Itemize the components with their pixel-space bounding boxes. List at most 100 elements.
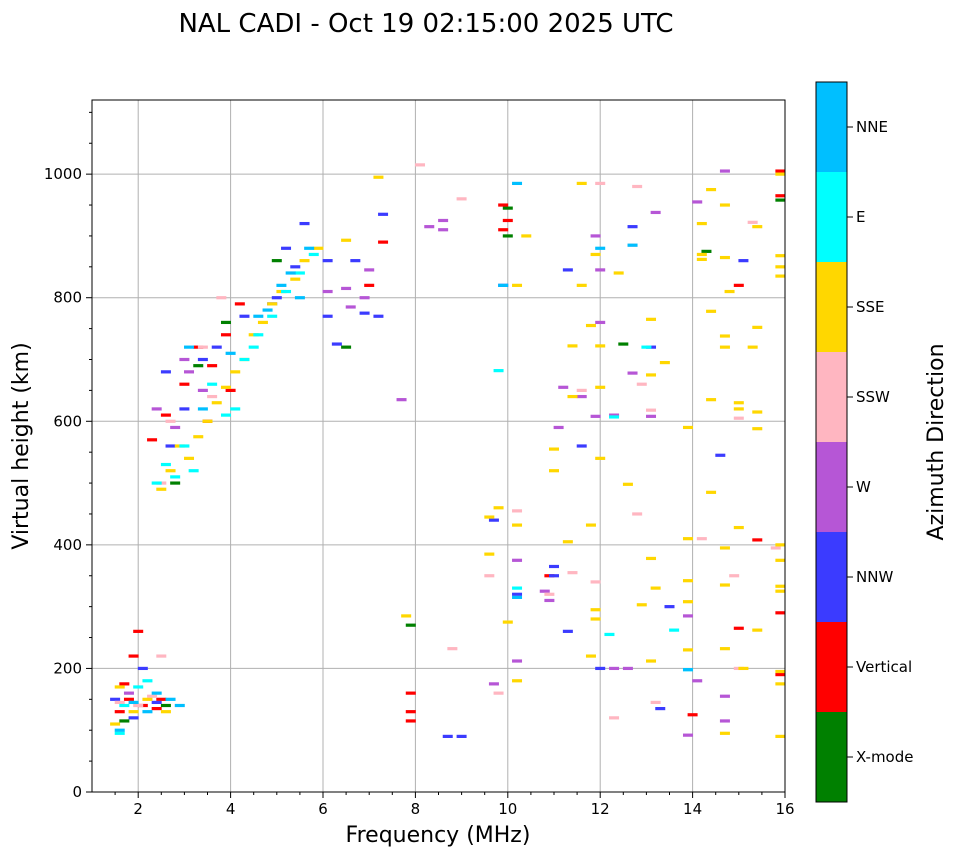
data-point-nne bbox=[253, 314, 264, 318]
data-point-vertical bbox=[123, 697, 134, 701]
data-point-ssw bbox=[609, 716, 620, 720]
data-point-nne bbox=[285, 271, 296, 275]
data-point-nnw bbox=[322, 314, 333, 318]
data-point-e bbox=[151, 481, 162, 485]
data-point-ssw bbox=[456, 197, 467, 201]
data-point-nnw bbox=[160, 370, 171, 374]
data-point-sse bbox=[202, 419, 213, 423]
y-tick-label: 0 bbox=[72, 783, 82, 801]
data-point-sse bbox=[775, 543, 786, 547]
data-point-vertical bbox=[687, 713, 698, 717]
data-point-sse bbox=[512, 523, 523, 527]
data-point-x-mode bbox=[775, 198, 786, 202]
data-point-e bbox=[604, 632, 615, 637]
colorbar-segment bbox=[816, 532, 847, 622]
data-point-x-mode bbox=[502, 234, 513, 238]
data-point-w bbox=[396, 398, 407, 402]
data-point-vertical bbox=[405, 710, 416, 714]
data-point-sse bbox=[775, 682, 786, 686]
data-point-nne bbox=[512, 181, 523, 186]
data-point-sse bbox=[585, 323, 596, 328]
data-point-nnw bbox=[442, 734, 453, 738]
data-point-vertical bbox=[733, 283, 744, 287]
data-point-nnw bbox=[179, 407, 190, 411]
data-point-w bbox=[590, 414, 601, 418]
data-point-sse bbox=[160, 710, 171, 714]
data-point-x-mode bbox=[502, 206, 513, 210]
data-point-sse bbox=[110, 722, 121, 726]
data-point-vertical bbox=[775, 169, 786, 173]
data-point-nne bbox=[682, 668, 693, 672]
data-point-e bbox=[170, 475, 181, 479]
y-tick-label: 1000 bbox=[44, 165, 82, 183]
data-point-nne bbox=[151, 691, 162, 695]
data-point-sse bbox=[184, 456, 195, 460]
data-point-nne bbox=[114, 728, 125, 732]
data-point-nne bbox=[627, 243, 638, 247]
data-point-sse bbox=[549, 469, 559, 473]
data-point-sse bbox=[193, 435, 204, 439]
data-point-nnw bbox=[299, 221, 310, 226]
data-point-nne bbox=[294, 296, 305, 300]
data-point-sse bbox=[659, 360, 670, 365]
data-point-nnw bbox=[165, 444, 176, 448]
data-point-sse bbox=[484, 552, 495, 556]
colorbar-segment bbox=[816, 262, 847, 352]
data-point-w bbox=[123, 691, 134, 695]
data-point-x-mode bbox=[271, 259, 282, 263]
data-point-w bbox=[719, 169, 730, 173]
data-point-w bbox=[558, 385, 569, 389]
chart-title: NAL CADI - Oct 19 02:15:00 2025 UTC bbox=[178, 9, 673, 39]
data-point-sse bbox=[650, 586, 661, 590]
data-point-ssw bbox=[636, 382, 647, 386]
x-tick-label: 4 bbox=[226, 800, 236, 818]
colorbar-tick-label: NNE bbox=[856, 118, 888, 136]
data-point-x-mode bbox=[160, 703, 171, 708]
data-point-sse bbox=[719, 731, 730, 735]
data-point-sse bbox=[590, 617, 601, 621]
data-point-x-mode bbox=[170, 481, 181, 485]
data-point-vertical bbox=[225, 388, 236, 392]
data-point-sse bbox=[775, 669, 786, 674]
data-point-ssw bbox=[696, 537, 707, 541]
data-point-x-mode bbox=[701, 249, 712, 253]
data-point-nnw bbox=[151, 700, 162, 705]
data-point-e bbox=[188, 469, 199, 473]
data-point-e bbox=[308, 252, 319, 257]
data-point-nne bbox=[174, 703, 185, 708]
data-point-e bbox=[294, 271, 305, 275]
data-point-nnw bbox=[281, 246, 292, 250]
data-point-w bbox=[544, 598, 555, 603]
data-point-x-mode bbox=[193, 364, 204, 368]
x-tick-label: 12 bbox=[591, 800, 610, 818]
data-point-e bbox=[239, 357, 250, 362]
data-point-sse bbox=[775, 265, 786, 269]
data-point-sse bbox=[724, 289, 735, 294]
data-point-nnw bbox=[456, 734, 467, 738]
data-point-sse bbox=[257, 320, 268, 325]
data-point-nnw bbox=[549, 564, 559, 569]
data-point-sse bbox=[682, 537, 693, 541]
data-point-sse bbox=[646, 317, 657, 321]
data-point-e bbox=[114, 731, 125, 735]
data-point-sse bbox=[590, 608, 601, 612]
data-point-nnw bbox=[549, 574, 559, 578]
data-point-ssw bbox=[512, 509, 523, 513]
data-point-vertical bbox=[156, 697, 167, 701]
x-axis-ticks: 2 4 6 8 10 12 14 16 bbox=[114, 792, 795, 818]
data-point-ssw bbox=[207, 394, 218, 399]
data-point-nne bbox=[165, 697, 176, 701]
data-point-sse bbox=[719, 203, 730, 207]
data-point-sse bbox=[706, 398, 717, 402]
data-point-sse bbox=[747, 345, 758, 349]
data-point-w bbox=[590, 234, 601, 238]
data-point-w bbox=[438, 218, 449, 223]
data-point-ssw bbox=[133, 703, 144, 708]
data-point-ssw bbox=[156, 654, 167, 658]
data-point-sse bbox=[646, 373, 657, 377]
data-point-nnw bbox=[627, 225, 638, 229]
data-point-ssw bbox=[165, 419, 176, 423]
colorbar: X-mode Vertical NNW W SSW SSE E NNE bbox=[815, 81, 913, 803]
x-axis-label: Frequency (MHz) bbox=[346, 823, 531, 848]
data-point-w bbox=[322, 289, 333, 294]
